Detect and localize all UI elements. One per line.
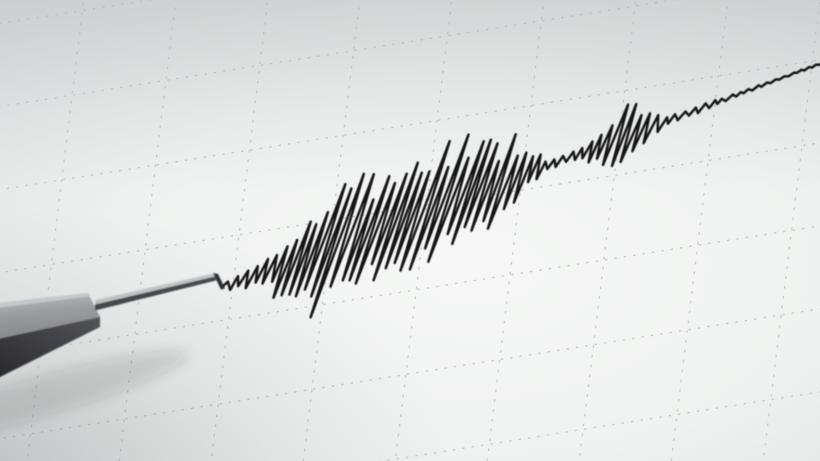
top-haze-overlay [0, 0, 820, 190]
